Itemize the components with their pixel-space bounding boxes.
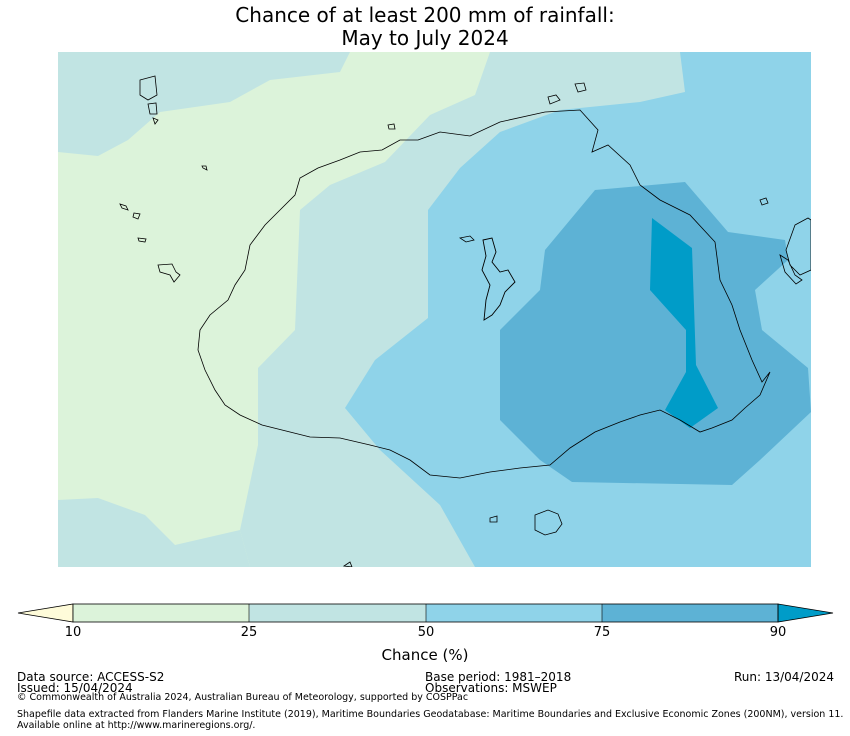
colorbar-band-10-25 [73, 604, 249, 622]
issued-date: Issued: 15/04/2024 [17, 681, 133, 695]
map-title-line-1: Chance of at least 200 mm of rainfall: [235, 3, 615, 27]
map-title-line-2: May to July 2024 [341, 26, 509, 50]
colorbar-band-25-50 [249, 604, 426, 622]
shapefile-credit-line-1: Shapefile data extracted from Flanders M… [17, 709, 844, 720]
colorbar-band-75-90 [602, 604, 778, 622]
islet-central-small [458, 235, 475, 243]
colorbar-tick-10: 10 [64, 625, 82, 640]
colorbar-label: Chance (%) [381, 646, 469, 664]
shapefile-credit-line-2: Available online at http://www.marinereg… [17, 720, 256, 731]
colorbar-band-50-75 [426, 604, 602, 622]
islet-west-1 [119, 165, 208, 243]
colorbar-frame [72, 603, 779, 623]
islet-east-small [759, 197, 769, 206]
island-northwest [139, 75, 159, 125]
observations: Observations: MSWEP [425, 681, 557, 695]
colorbar-band-below-10 [17, 603, 74, 623]
zone-25-50-northwest [58, 52, 350, 156]
data-source: Data source: ACCESS-S2 [17, 670, 165, 684]
island-south [342, 509, 563, 567]
zone-over-90 [650, 218, 718, 428]
copyright: © Commonwealth of Australia 2024, Austra… [17, 692, 469, 703]
zone-75-90 [500, 182, 811, 485]
colorbar-tick-90: 90 [769, 625, 787, 640]
coastline-outline [197, 109, 771, 479]
islet-west-2 [157, 263, 181, 283]
colorbar-tick-50: 50 [417, 625, 435, 640]
base-period: Base period: 1981–2018 [425, 670, 572, 684]
colorbar-band-above-90 [777, 603, 834, 623]
colorbar [17, 603, 834, 623]
colorbar-tick-75: 75 [593, 625, 611, 640]
islet-north [387, 82, 587, 130]
island-east [779, 217, 811, 285]
colorbar-tick-25: 25 [240, 625, 258, 640]
rainfall-probability-map [58, 52, 811, 567]
island-central [481, 237, 516, 321]
zone-25-50-southwest [58, 498, 250, 567]
run-date: Run: 13/04/2024 [733, 670, 834, 684]
